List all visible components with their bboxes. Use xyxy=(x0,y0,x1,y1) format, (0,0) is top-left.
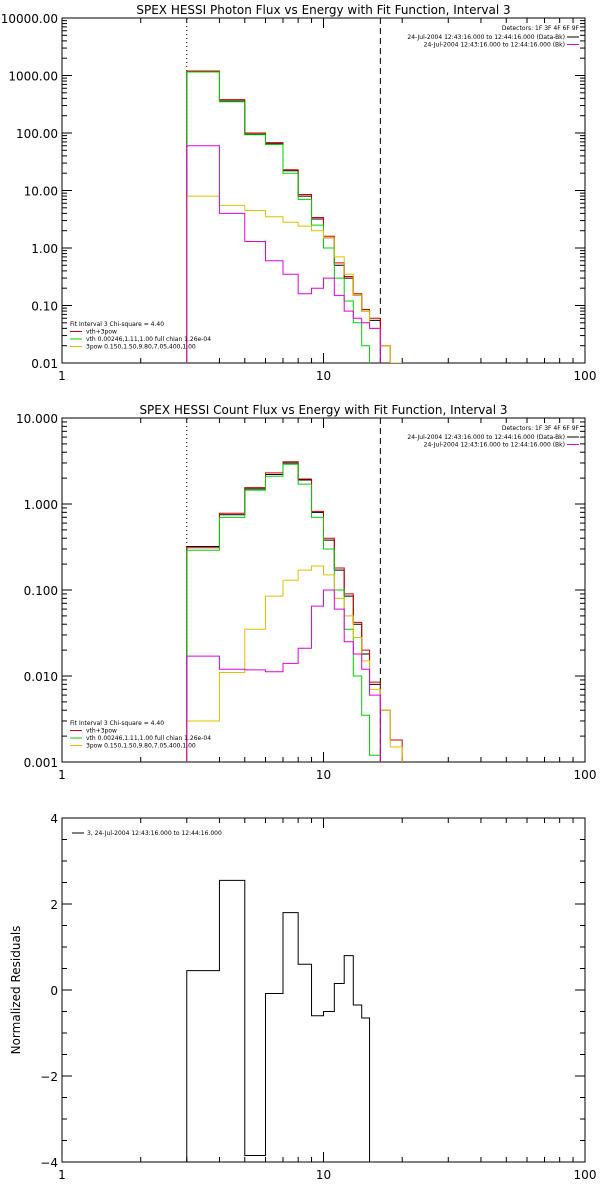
legend-left: Fit Interval 3 Chi-square = 4.40vth+3pow… xyxy=(70,321,211,351)
data-series-group xyxy=(186,879,371,1162)
series-vth xyxy=(186,463,381,762)
y-axis: 10000.00 1000.00 100.00 10.00 1.00 0.10 0.01 xyxy=(1,12,585,371)
x-tick-label: 100 xyxy=(574,768,597,782)
y-axis: 4 2 0 −2 −4 xyxy=(40,812,585,1170)
series-3pow xyxy=(186,565,403,762)
data-series-group xyxy=(186,70,403,363)
y-tick-label: 1.000 xyxy=(24,498,58,512)
y-tick-label: 4 xyxy=(50,812,58,826)
x-tick-label: 10 xyxy=(316,369,331,383)
x-tick-label: 1 xyxy=(58,1168,66,1182)
y-tick-label: 10.00 xyxy=(24,185,58,199)
legend-left: Fit Interval 3 Chi-square = 4.40vth+3pow… xyxy=(70,720,211,750)
x-axis: 1 10 100 xyxy=(58,18,596,383)
y-tick-label: 0.100 xyxy=(24,584,58,598)
x-tick-label: 10 xyxy=(316,1168,331,1182)
y-tick-label: 0.10 xyxy=(31,300,58,314)
chart-panel-1: SPEX HESSI Photon Flux vs Energy with Fi… xyxy=(1,3,597,383)
data-series-group xyxy=(186,461,403,762)
y-tick-label: 1000.00 xyxy=(8,70,58,84)
legend: 3, 24-Jul-2004 12:43:16.000 to 12:44:16.… xyxy=(72,830,222,837)
legend-label: vth 0.00246,1.11,1.00 full chian 1.26e-0… xyxy=(86,735,211,742)
x-tick-label: 1 xyxy=(58,768,66,782)
legend-header: Detectors: 1F 3F 4F 6F 9F xyxy=(502,25,580,32)
chart-panel-3: 1 10 100 4 2 0 −2 −4 Normalized Residuals 3, 24-J… xyxy=(9,812,596,1182)
y-tick-label: 0.001 xyxy=(24,756,58,770)
y-tick-label: 100.00 xyxy=(16,127,58,141)
legend-label: 24-Jul-2004 12:43:16.000 to 12:44:16.000… xyxy=(424,42,565,49)
y-tick-label: 0 xyxy=(50,984,58,998)
legend-right: Detectors: 1F 3F 4F 6F 9F 24-Jul-2004 12:… xyxy=(407,25,579,49)
y-tick-label: 2 xyxy=(50,898,58,912)
legend-label: 24-Jul-2004 12:43:16.000 to 12:44:16.000… xyxy=(424,442,565,449)
series-vth-3pow xyxy=(186,461,403,762)
y-tick-label: 1.00 xyxy=(31,242,58,256)
x-axis: 1 10 100 xyxy=(58,418,596,782)
legend-label: 3pow 0.150,1.50,9.80,7.05,400,1.00 xyxy=(86,743,196,750)
y-axis-label: Normalized Residuals xyxy=(9,926,23,1055)
legend-label: 24-Jul-2004 12:43:16.000 to 12:44:16.000… xyxy=(407,34,565,41)
legend-label: 24-Jul-2004 12:43:16.000 to 12:44:16.000… xyxy=(407,434,565,441)
legend-label: vth 0.00246,1.11,1.00 full chian 1.26e-0… xyxy=(86,336,211,343)
chart-title: SPEX HESSI Photon Flux vs Energy with Fi… xyxy=(136,3,510,17)
fit-info-header: Fit Interval 3 Chi-square = 4.40 xyxy=(70,720,164,727)
legend-right: Detectors: 1F 3F 4F 6F 9F 24-Jul-2004 12:… xyxy=(407,425,579,449)
series-data-bk xyxy=(186,462,381,762)
legend-label: vth+3pow xyxy=(86,728,117,735)
y-tick-label: −2 xyxy=(40,1070,58,1084)
series-data-bk xyxy=(186,71,381,363)
chart-title: SPEX HESSI Count Flux vs Energy with Fit… xyxy=(139,403,507,417)
x-tick-label: 100 xyxy=(574,1168,597,1182)
x-tick-label: 100 xyxy=(574,369,597,383)
x-axis: 1 10 100 xyxy=(58,818,596,1182)
series-bk xyxy=(186,145,381,363)
y-tick-label: 0.010 xyxy=(24,670,58,684)
legend-header: Detectors: 1F 3F 4F 6F 9F xyxy=(502,425,580,432)
plot-frame xyxy=(61,817,586,1163)
fit-info-header: Fit Interval 3 Chi-square = 4.40 xyxy=(70,321,164,328)
chart-panel-2: SPEX HESSI Count Flux vs Energy with Fit… xyxy=(16,403,596,782)
y-tick-label: 0.01 xyxy=(31,357,58,371)
x-tick-label: 1 xyxy=(58,369,66,383)
x-tick-label: 10 xyxy=(316,768,331,782)
legend-label: 3pow 0.150,1.50,9.80,7.05,400,1.00 xyxy=(86,344,196,351)
series-vth xyxy=(186,71,381,363)
legend-label: vth+3pow xyxy=(86,329,117,336)
y-tick-label: 10.000 xyxy=(16,412,58,426)
plot-frame xyxy=(61,17,586,364)
y-axis: 10.000 1.000 0.100 0.010 0.001 xyxy=(16,412,585,770)
legend-label: 3, 24-Jul-2004 12:43:16.000 to 12:44:16.… xyxy=(87,830,222,837)
y-tick-label: 10000.00 xyxy=(1,12,58,26)
series-bk xyxy=(186,589,381,762)
series-3pow xyxy=(186,195,403,363)
y-tick-label: −4 xyxy=(40,1156,58,1170)
series-residuals xyxy=(186,879,371,1162)
